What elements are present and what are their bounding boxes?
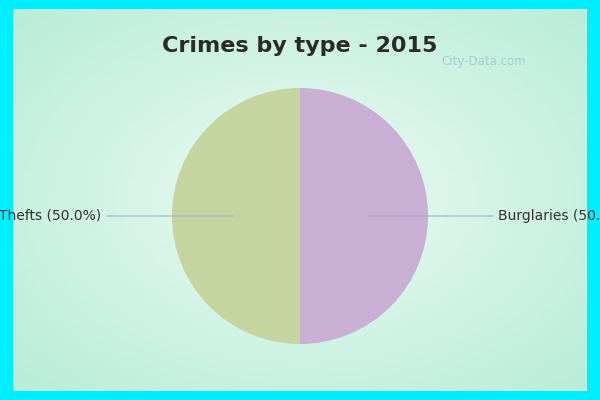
Wedge shape bbox=[300, 88, 428, 344]
Text: City-Data.com: City-Data.com bbox=[441, 55, 526, 68]
Text: Crimes by type - 2015: Crimes by type - 2015 bbox=[163, 36, 437, 56]
Text: Burglaries (50.0%): Burglaries (50.0%) bbox=[367, 209, 600, 223]
Text: Thefts (50.0%): Thefts (50.0%) bbox=[0, 209, 233, 223]
Wedge shape bbox=[172, 88, 300, 344]
